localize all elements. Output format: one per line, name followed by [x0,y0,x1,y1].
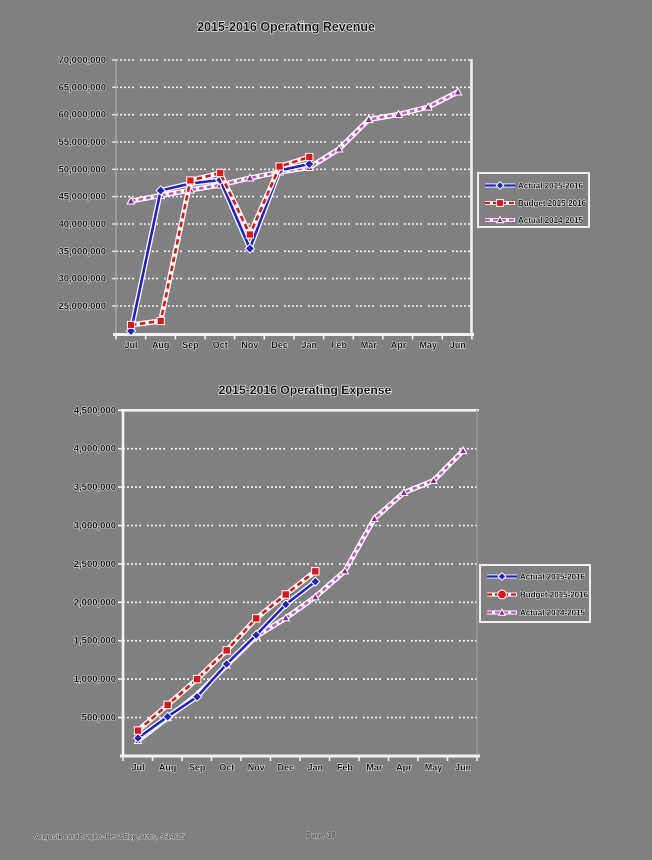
svg-text:May: May [419,340,437,350]
svg-text:Jan: Jan [308,763,324,773]
svg-text:2015-2016 Operating Revenue: 2015-2016 Operating Revenue [197,20,375,34]
svg-text:Oct: Oct [213,340,228,350]
svg-text:60,000,000: 60,000,000 [58,110,106,121]
svg-text:500,000: 500,000 [82,713,116,724]
svg-text:25,000,000: 25,000,000 [58,301,106,312]
svg-text:Dec: Dec [271,340,288,350]
svg-text:30,000,000: 30,000,000 [58,274,106,285]
svg-text:Oct: Oct [219,763,234,773]
svg-text:Apr: Apr [396,763,412,773]
svg-text:3,000,000: 3,000,000 [74,521,116,532]
svg-text:Mar: Mar [361,340,378,350]
svg-text:Page 18: Page 18 [306,831,336,840]
svg-text:Jan: Jan [302,340,318,350]
svg-text:Mar: Mar [366,763,383,773]
svg-text:Jul: Jul [124,340,137,350]
svg-text:35,000,000: 35,000,000 [58,246,106,257]
svg-text:Jul: Jul [131,763,144,773]
svg-text:65,000,000: 65,000,000 [58,82,106,93]
svg-text:1,000,000: 1,000,000 [74,674,116,685]
svg-text:45,000,000: 45,000,000 [58,192,106,203]
svg-text:Nov: Nov [248,763,265,773]
svg-text:Nov: Nov [241,340,258,350]
svg-text:Feb: Feb [337,763,354,773]
svg-text:Budget 2015-2016: Budget 2015-2016 [520,591,589,600]
svg-text:55,000,000: 55,000,000 [58,137,106,148]
svg-text:Jun: Jun [450,340,466,350]
svg-text:1,500,000: 1,500,000 [74,636,116,647]
svg-text:4,000,000: 4,000,000 [74,444,116,455]
svg-text:Dec: Dec [278,763,295,773]
svg-text:Actual 2014-2015: Actual 2014-2015 [520,609,585,618]
svg-text:2,000,000: 2,000,000 [74,597,116,608]
svg-text:Feb: Feb [331,340,348,350]
svg-text:3,500,000: 3,500,000 [74,482,116,493]
svg-text:Aug: Aug [152,340,170,350]
svg-text:4,500,000: 4,500,000 [74,405,116,416]
svg-text:May: May [425,763,443,773]
svg-text:Jun: Jun [455,763,471,773]
svg-text:50,000,000: 50,000,000 [58,164,106,175]
svg-text:70,000,000: 70,000,000 [58,55,106,66]
svg-text:AugustBoardGraphs-Rev&Exp,Stat: AugustBoardGraphs-Rev&Exp,Stats, 9/14/15 [35,832,185,841]
svg-text:Actual 2015-2016: Actual 2015-2016 [520,573,585,582]
svg-text:2,500,000: 2,500,000 [74,559,116,570]
svg-text:Apr: Apr [391,340,407,350]
svg-text:Actual 2014-2015: Actual 2014-2015 [518,216,583,225]
svg-text:2015-2016 Operating Expense: 2015-2016 Operating Expense [219,383,392,397]
svg-text:40,000,000: 40,000,000 [58,219,106,230]
svg-text:Sep: Sep [182,340,199,350]
svg-text:Actual 2015-2016: Actual 2015-2016 [518,182,583,191]
svg-text:Budget 2015-2016: Budget 2015-2016 [518,199,587,208]
svg-text:Sep: Sep [189,763,206,773]
svg-text:Aug: Aug [159,763,177,773]
